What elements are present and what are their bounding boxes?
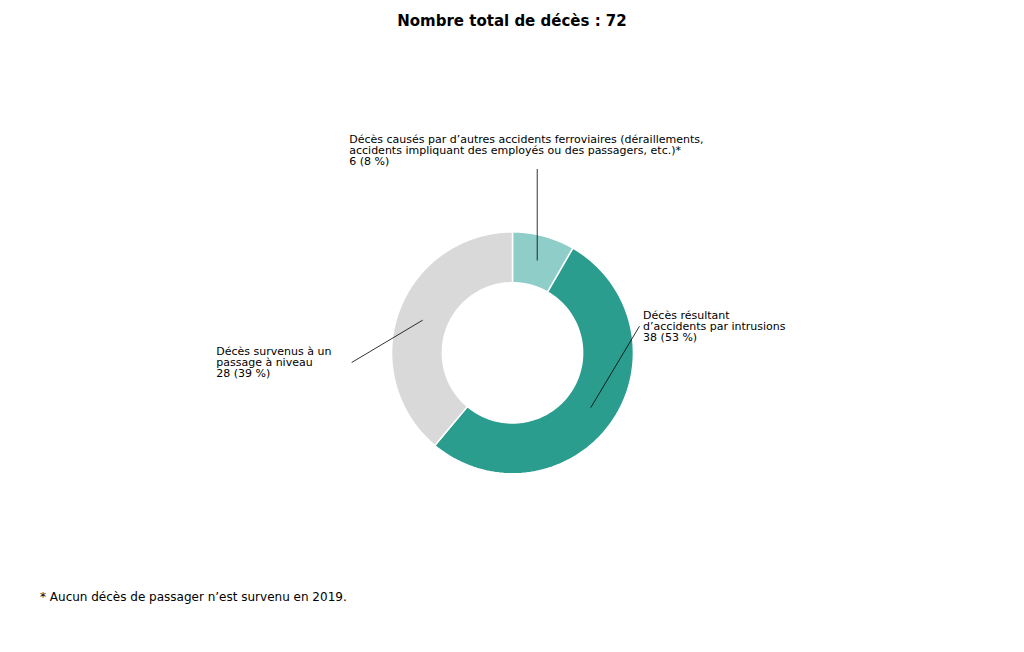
html-text:Nombre total de décès : 72: Nombre total de décès : 72 (397, 12, 627, 30)
svg-text:Décès résultantd’accidents par: Décès résultantd’accidents par intrusion… (643, 309, 786, 344)
html-text:* Aucun décès de passager n’es: * Aucun décès de passager n’est survenu … (40, 590, 347, 604)
svg-text:Décès survenus à unpassage à n: Décès survenus à unpassage à niveau28 (3… (216, 345, 331, 380)
svg-text:Décès causés par d’autres acci: Décès causés par d’autres accidents ferr… (349, 133, 703, 168)
